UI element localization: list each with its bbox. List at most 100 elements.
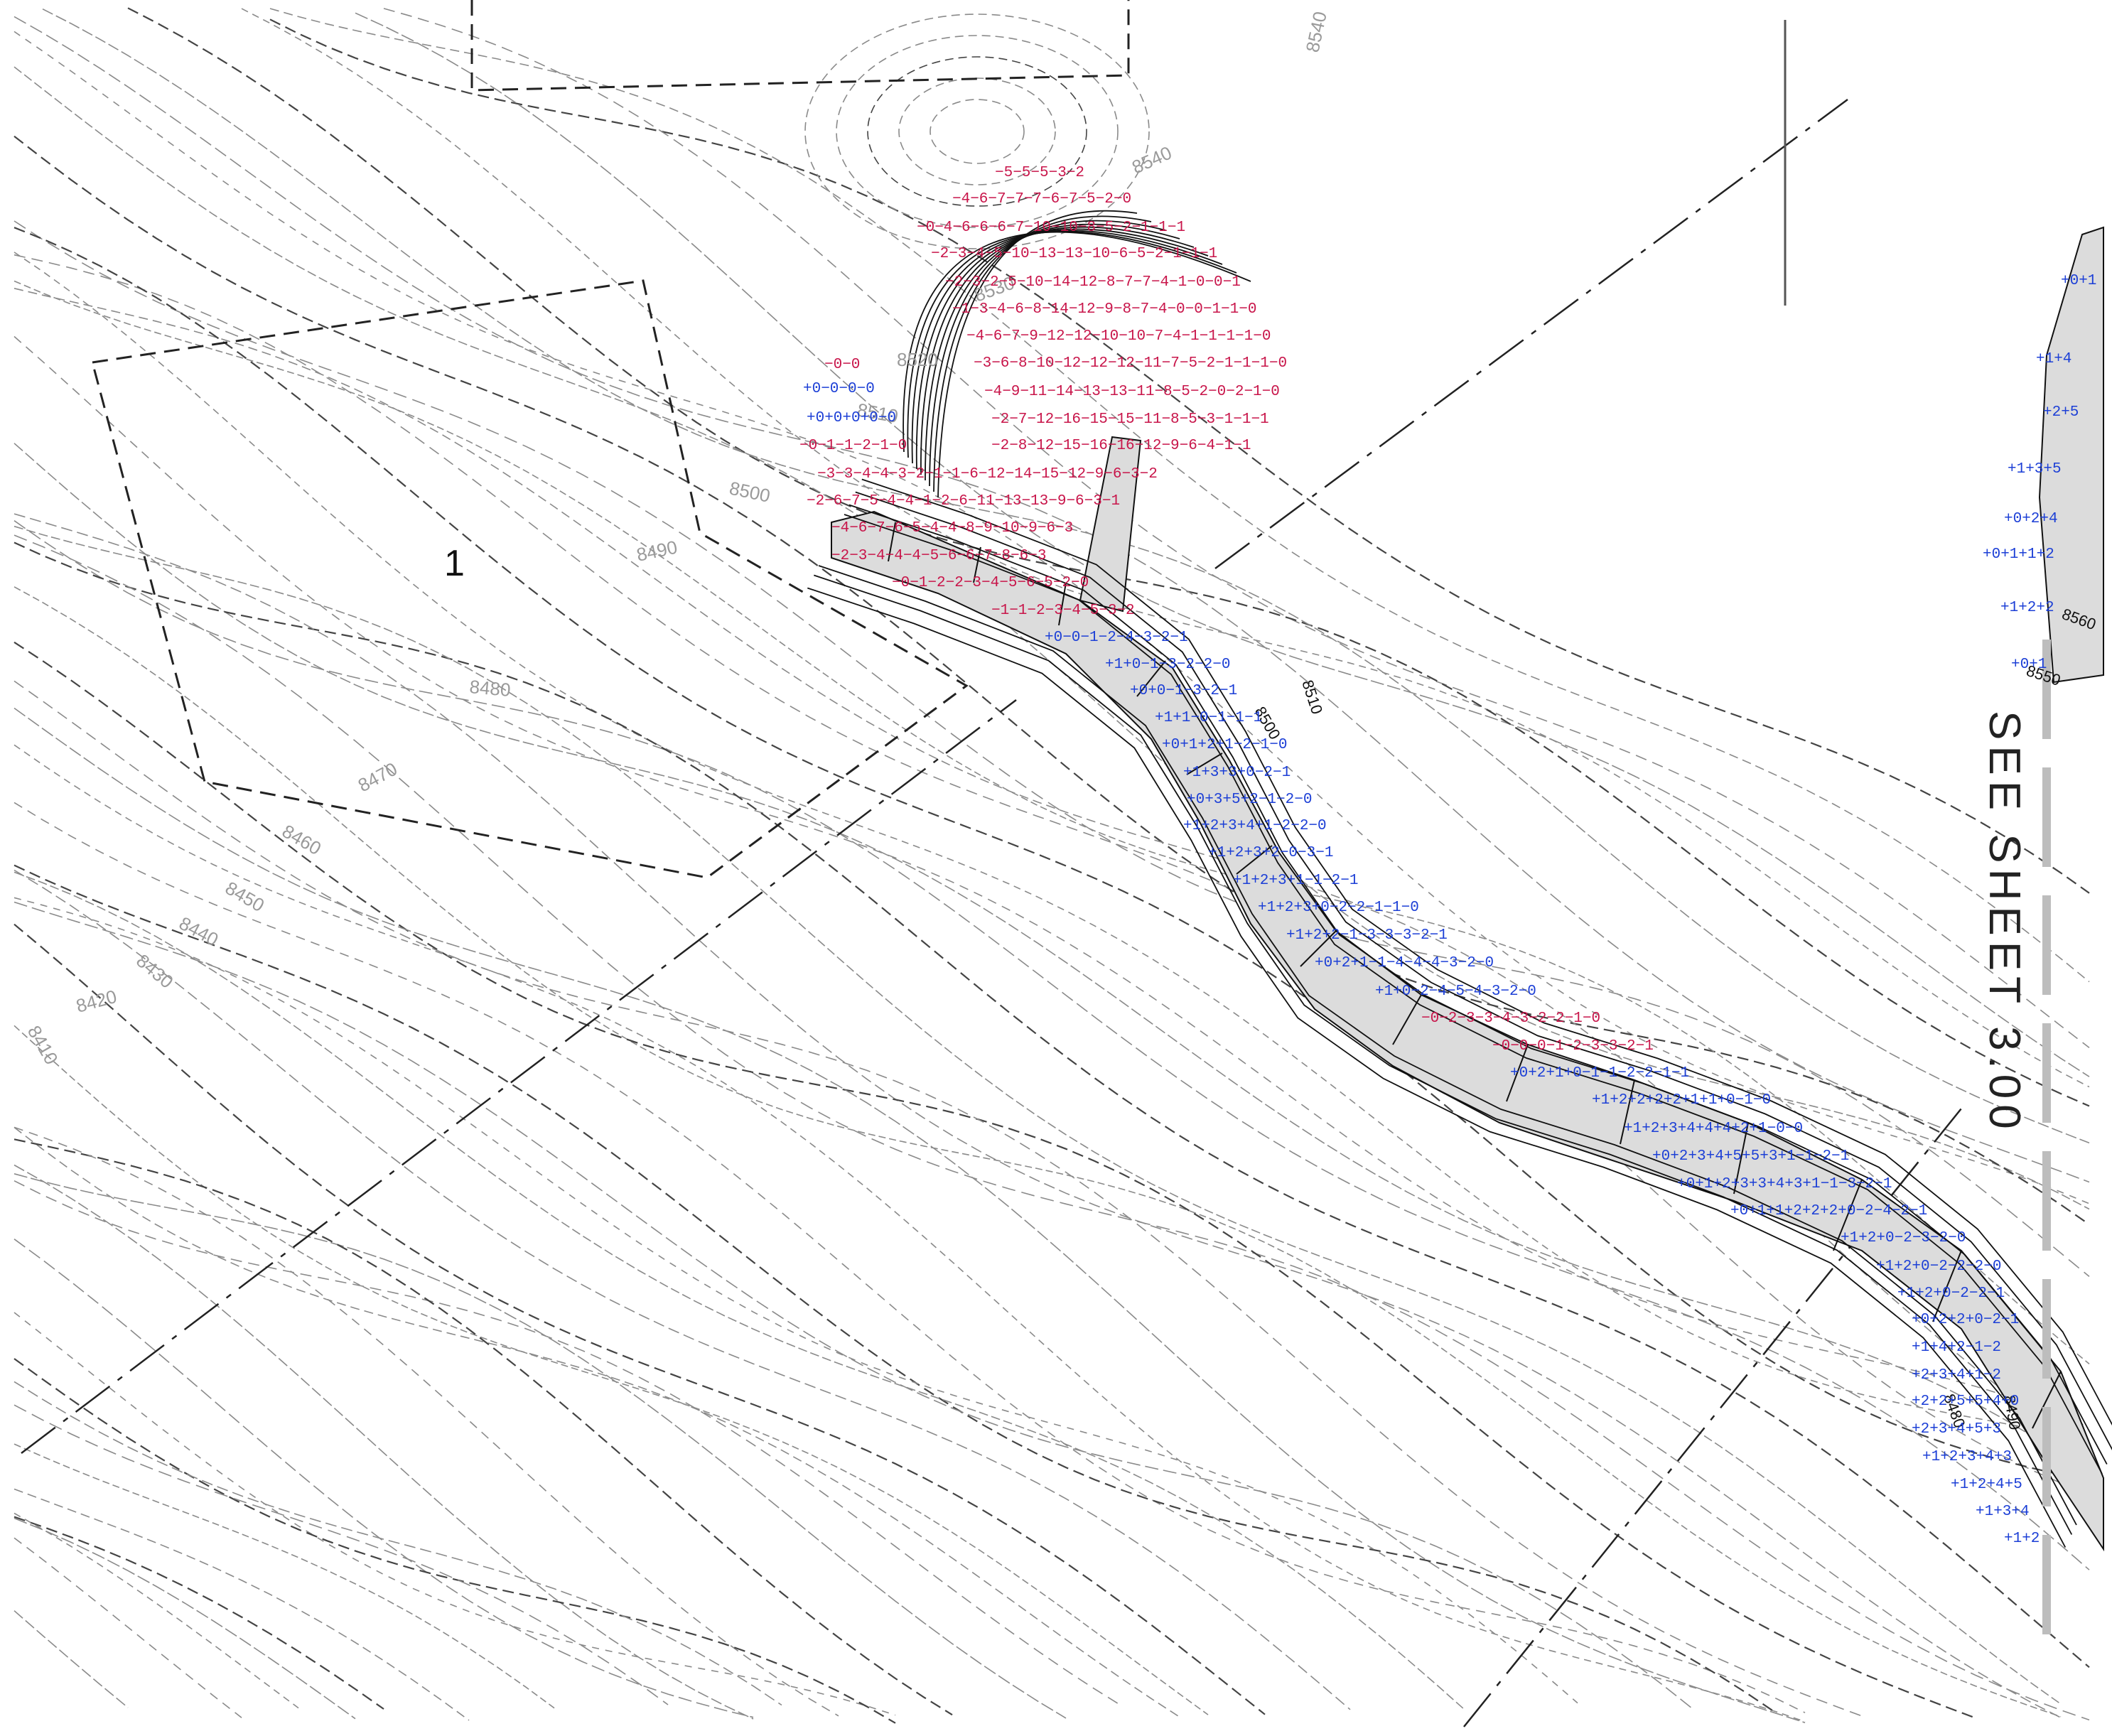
hilltop-contour (930, 99, 1025, 164)
contour-label: 8520 (897, 349, 938, 370)
intermediate-contour (14, 31, 2090, 1204)
fill-value-row: +0−0−1−2−4−3−2−1 (1045, 630, 1188, 646)
intermediate-contour (14, 1517, 356, 1720)
fill-value-row: +2+3+4+1−2 (1912, 1367, 2001, 1384)
proposed-contour (818, 565, 2077, 1526)
intermediate-contour (14, 534, 2090, 1721)
cut-value-row: −0−0−0−1−2−3−3−2−1 (1492, 1038, 1654, 1055)
cut-value-row: −4−6−7−7−7−6−7−5−2−0 (952, 191, 1131, 207)
intermediate-contour (14, 1126, 839, 1717)
fill-value-row: +1+2+3+2−0−3−1 (1208, 845, 1333, 861)
see-sheet-note: SEE SHEET 3.00 (1980, 711, 2029, 1135)
fill-value-row: +1+1−0−1−1−1 (1155, 710, 1262, 726)
cut-value-row: −0−0 (824, 357, 860, 373)
intermediate-contour (42, 8, 2090, 1144)
fill-value-row: +1+3+5 (2008, 461, 2062, 478)
proposed-road (831, 436, 2104, 1552)
proposed-contour (848, 504, 2108, 1465)
index-contour (14, 541, 2090, 1668)
fill-value-row: +0+2+2+0−2−1 (1912, 1312, 2019, 1328)
cut-value-row: −2−7−12−16−15−15−11−8−5−3−1−1−1 (991, 411, 1269, 428)
fill-value-row: +0+1+2+1−2−1−0 (1162, 737, 1287, 753)
fill-value-row: +1+3+3+0−2−1 (1183, 765, 1291, 781)
intermediate-contour (14, 1488, 470, 1721)
fill-value-row: +0+2+4 (2004, 511, 2058, 527)
intermediate-contour (14, 744, 1806, 1722)
hilltop-contour (867, 56, 1087, 207)
proposed-cut-contour (925, 223, 1180, 481)
proposed-cut-contour (933, 215, 1152, 492)
intermediate-contour (14, 220, 2090, 1278)
fill-value-row: +1+2+2 (2000, 600, 2054, 616)
cut-value-row: −2−8−12−15−16−16−12−9−6−4−1−1 (991, 438, 1251, 454)
cut-value-row: −2−6−7−5−4−4−1−2−6−11−13−13−9−6−3−1 (807, 493, 1120, 510)
fill-value-row: +0+1 (2061, 273, 2096, 289)
property-boundary (91, 0, 1130, 879)
intermediate-contour (383, 8, 2090, 1049)
intermediate-contour (14, 280, 2090, 1365)
fill-value-row: +0+3+5+2−1−2−0 (1187, 792, 1312, 808)
hilltop-contour (804, 14, 1150, 249)
cut-value-row: −2−3−4−4−4−5−6−6−7−8−6−3 (831, 548, 1046, 564)
index-contour (14, 227, 2090, 1482)
proposed-contour (814, 574, 2073, 1535)
fill-value-row: +1+2+0−2−2−1 (1897, 1285, 2005, 1302)
index-contour (269, 18, 2090, 894)
cut-value-row: −1−3−4−6−8−14−12−9−8−7−4−0−0−1−1−0 (952, 301, 1256, 318)
intermediate-contour (14, 525, 2062, 1705)
intermediate-contour (14, 252, 2090, 1441)
fill-value-row: +2+2+5+5+4+0 (1912, 1393, 2019, 1410)
intermediate-contour (355, 12, 2090, 1077)
upper-boundary-line (470, 0, 1130, 92)
cut-value-row: −3−6−8−10−12−12−12−11−7−5−2−1−1−1−0 (974, 355, 1287, 372)
proposed-cut-contour (903, 231, 1251, 453)
proposed-cut-contour (915, 228, 1209, 470)
intermediate-contour (14, 1512, 299, 1709)
intermediate-contour (14, 1126, 1180, 1718)
index-contour (14, 1138, 953, 1716)
fill-value-row: +1+2+0−2−2−2−0 (1876, 1258, 2001, 1275)
cut-value-row: −4−6−7−6−5−4−4−8−9−10−9−6−3 (831, 520, 1073, 537)
intermediate-contour (14, 1025, 1209, 1715)
fill-value-row: +1+2+3+0−2−2−1−1−0 (1258, 900, 1419, 916)
area-label: 1 (444, 543, 465, 584)
existing-contours (14, 7, 2090, 1724)
proposed-cut-contour (911, 230, 1223, 464)
intermediate-contour (14, 1404, 669, 1705)
fill-value-row: +1+2+3+4+1−2−2−0 (1183, 818, 1327, 834)
intermediate-contour (14, 443, 2090, 1475)
intermediate-contour (14, 1312, 896, 1716)
fill-value-row: +1+0−2−4−5−4−3−2−0 (1375, 983, 1536, 1000)
intermediate-contour (269, 8, 2090, 983)
easement-line-a (21, 699, 1017, 1454)
road-upper-spur (1079, 436, 1142, 613)
lot-boundary-line (91, 279, 969, 879)
proposed-contour (807, 587, 2067, 1548)
intermediate-contour (14, 16, 2090, 1183)
proposed-contour (861, 478, 2112, 1426)
intermediate-contour (14, 1239, 754, 1718)
cut-value-row: −1−1−2−3−4−5−3−2 (991, 603, 1135, 619)
proposed-contour (844, 514, 2103, 1474)
intermediate-contour (14, 802, 1806, 1713)
intermediate-contour (14, 707, 1806, 1723)
intermediate-contour (14, 335, 2090, 1428)
easement-line-c (1463, 1108, 1962, 1727)
cut-value-row: −4−6−7−9−12−12−10−10−7−4−1−1−1−1−0 (966, 328, 1271, 345)
fill-value-row: +0+0−1−3−2−1 (1130, 683, 1237, 699)
index-contour (14, 1516, 384, 1710)
easement-line-b (1214, 98, 1848, 570)
proposed-contour (855, 491, 2112, 1451)
intermediate-contour (14, 1180, 1124, 1708)
contour-label: 8480 (468, 676, 511, 701)
intermediate-contour (14, 586, 2062, 1718)
proposed-contours (807, 210, 2112, 1548)
fill-value-row: +0+1+1+2+2+2+0−2−4−2−1 (1730, 1203, 1927, 1219)
intermediate-contour (14, 1537, 242, 1718)
fill-value-row: +1+2+3+4+3 (1922, 1449, 2012, 1465)
intermediate-contour (14, 1443, 555, 1709)
fill-value-row: +2+5 (2043, 404, 2079, 421)
intermediate-contour (14, 1164, 754, 1720)
intermediate-contour (14, 513, 2062, 1718)
fill-value-row: +0+1+2+3+3+4+3+1−1−3−2−1 (1677, 1176, 1892, 1192)
